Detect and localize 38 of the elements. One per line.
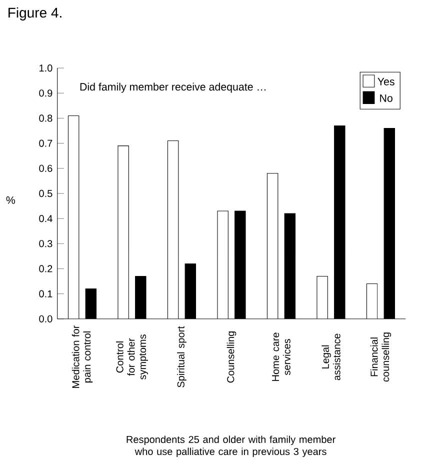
- y-tick-label: 0.0: [39, 315, 52, 322]
- bar: [234, 210, 246, 319]
- x-axis-title: Respondents 25 and older with family member who use palliative care in previous 3 years: [126, 436, 336, 458]
- bar: [68, 115, 80, 319]
- y-tick-label: 0.4: [39, 215, 52, 222]
- y-tick-label: 0.6: [39, 164, 52, 172]
- bar: [135, 276, 146, 319]
- bar: [316, 276, 328, 319]
- y-tick-label: 1.0: [40, 64, 52, 72]
- x-tick-label: Legal assistance: [322, 334, 340, 380]
- bar: [384, 128, 396, 319]
- bar: [217, 210, 228, 319]
- x-tick-label: Medication for pain control: [72, 325, 93, 388]
- y-tick-label: 0.9: [39, 90, 52, 97]
- x-tick-label: Financial counselling: [370, 332, 392, 382]
- x-tick-label: Home care services: [272, 332, 290, 381]
- y-tick-label: 0.1: [39, 290, 52, 298]
- y-tick-label: 0.5: [39, 190, 52, 198]
- y-tick-label: 0.8: [39, 114, 52, 122]
- bar: [284, 213, 296, 319]
- y-axis-title: %: [6, 196, 16, 204]
- y-tick-label: 0.2: [39, 265, 52, 272]
- bar: [266, 173, 278, 319]
- chart-title: Figure 4.: [8, 7, 62, 20]
- bar: [366, 284, 378, 319]
- bar: [85, 288, 97, 319]
- legend-label: Yes: [378, 78, 394, 86]
- legend-label: No: [380, 94, 392, 102]
- y-tick-label: 0.3: [39, 240, 52, 248]
- bar: [167, 140, 179, 319]
- x-tick-label: Spiritual sport: [177, 326, 186, 388]
- y-tick-label: 0.7: [39, 140, 52, 147]
- x-tick-label: Counselling: [226, 331, 236, 383]
- bar: [118, 146, 129, 319]
- annotation: Did family member receive adequate …: [80, 82, 266, 93]
- bar: [184, 263, 196, 319]
- bar: [334, 125, 346, 319]
- x-tick-label: Control for other symptoms: [116, 334, 148, 380]
